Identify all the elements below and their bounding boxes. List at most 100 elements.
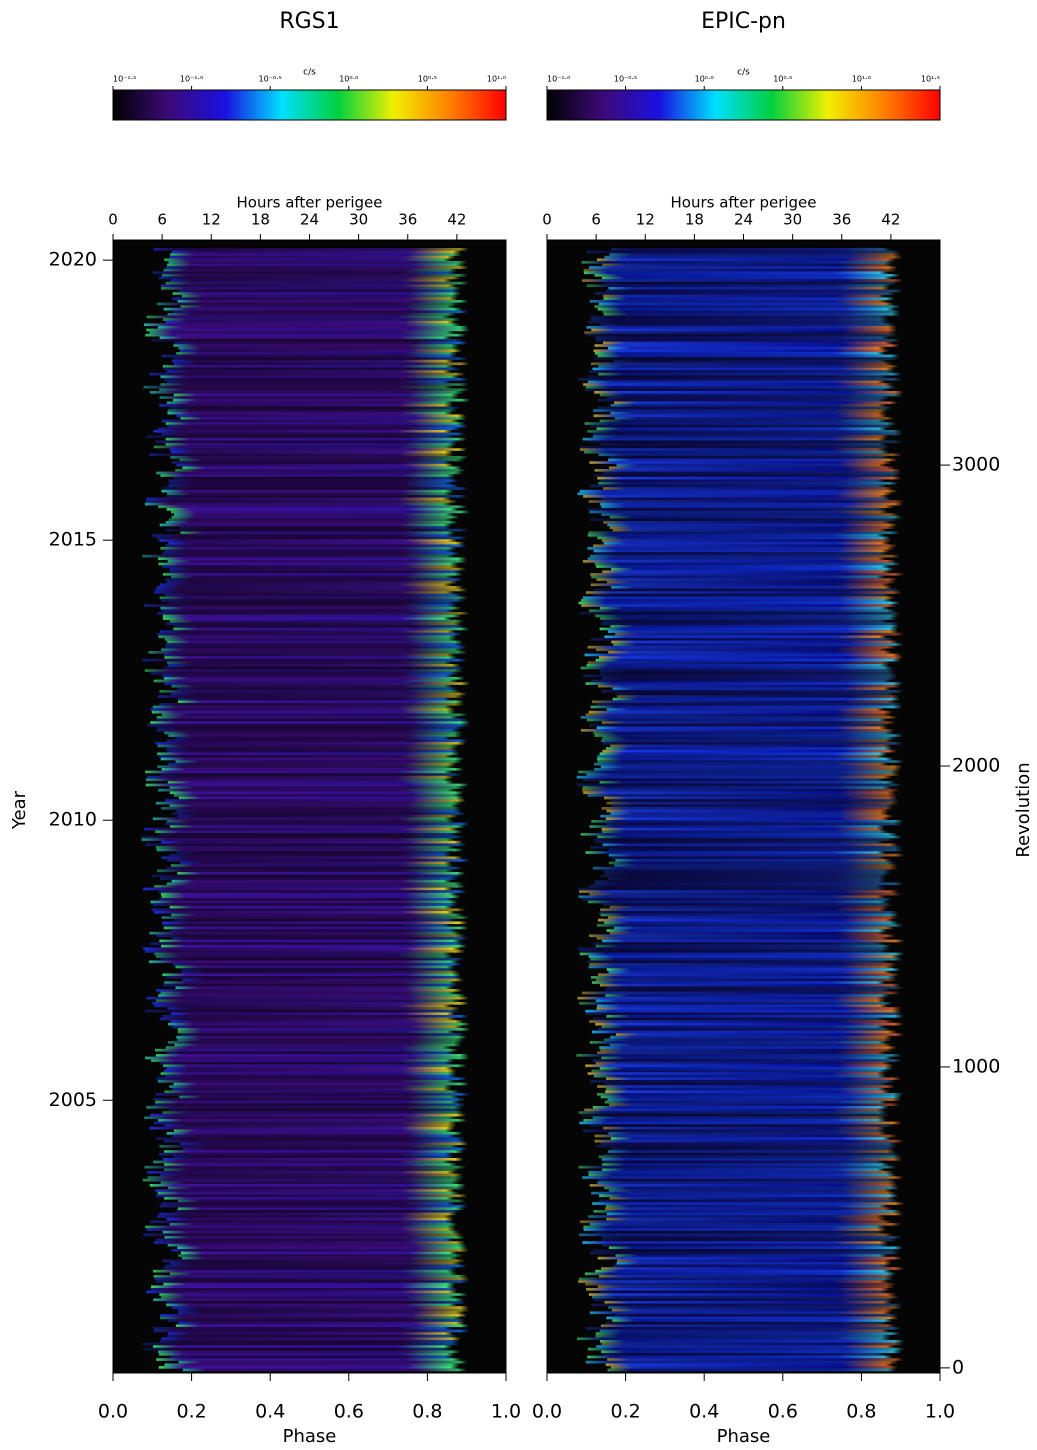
heatmap-row xyxy=(588,885,886,888)
heatmap-row xyxy=(142,1342,461,1346)
heatmap-row xyxy=(582,1241,889,1244)
heatmap-row xyxy=(590,583,891,587)
heatmap-row xyxy=(608,466,896,470)
heatmap-row xyxy=(175,965,455,969)
heatmap-row xyxy=(587,534,886,537)
heatmap-row xyxy=(145,333,467,337)
heatmap-row xyxy=(597,1181,897,1185)
heatmap-row xyxy=(177,697,452,701)
heatmap-row xyxy=(609,1189,893,1192)
heatmap-row xyxy=(612,1319,893,1322)
heatmap-row xyxy=(611,567,895,571)
heatmap-row xyxy=(166,1217,454,1221)
heatmap-row xyxy=(170,1355,454,1359)
heatmap-row xyxy=(167,484,460,488)
colorbar-tick-label: 10⁻⁰·⁵ xyxy=(614,75,637,84)
heatmap-row xyxy=(167,661,453,665)
heatmap-row xyxy=(167,1243,467,1247)
heatmap-row xyxy=(604,921,899,925)
heatmap-row xyxy=(143,385,454,389)
heatmap-row xyxy=(608,456,890,459)
heatmap-row xyxy=(160,1316,463,1320)
heatmap-row xyxy=(589,370,896,373)
heatmap-row xyxy=(615,1254,888,1257)
heatmap-row xyxy=(579,952,905,956)
heatmap-row xyxy=(179,1095,459,1099)
heatmap-row xyxy=(597,1256,903,1260)
heatmap-row xyxy=(167,664,461,667)
heatmap-row xyxy=(602,1236,903,1239)
heatmap-row xyxy=(593,593,892,597)
heatmap-row xyxy=(605,289,904,293)
heatmap-row xyxy=(599,983,901,987)
heatmap-row xyxy=(165,281,470,285)
heatmap-row xyxy=(610,411,887,415)
heatmap-row xyxy=(159,1145,460,1148)
heatmap-row xyxy=(176,463,454,467)
heatmap-row xyxy=(161,892,458,896)
heatmap-row xyxy=(156,716,459,719)
heatmap-row xyxy=(585,1012,904,1016)
heatmap-row xyxy=(160,1314,468,1317)
heatmap-row xyxy=(601,1142,898,1146)
heatmap-row xyxy=(153,248,470,251)
heatmap-row xyxy=(160,957,465,961)
heatmap-row xyxy=(593,357,901,360)
heatmap-row xyxy=(585,682,903,685)
heatmap-row xyxy=(153,1327,453,1330)
heatmap-row xyxy=(587,645,897,649)
heatmap-row xyxy=(582,786,892,789)
heatmap-row xyxy=(585,1327,902,1330)
heatmap-row xyxy=(173,627,470,631)
heatmap-row xyxy=(599,1275,894,1278)
heatmap-row xyxy=(145,783,470,787)
heatmap-row xyxy=(164,549,455,553)
heatmap-row xyxy=(589,266,898,269)
heatmap-row xyxy=(592,1106,889,1109)
y2-tick-label: 0 xyxy=(952,1356,964,1378)
heatmap-row xyxy=(146,315,452,319)
heatmap-row xyxy=(586,1288,891,1291)
heatmap-row xyxy=(582,560,897,563)
heatmap-row xyxy=(603,1160,886,1164)
heatmap-row xyxy=(585,591,903,594)
heatmap-row xyxy=(182,1256,459,1260)
top-tick-label: 18 xyxy=(685,211,704,229)
heatmap-row xyxy=(157,869,455,873)
heatmap-row xyxy=(602,263,893,267)
heatmap-row xyxy=(156,632,463,636)
colorbar-tick-label: 10⁰·⁵ xyxy=(418,75,437,84)
heatmap-row xyxy=(576,775,893,779)
heatmap-row xyxy=(164,645,468,649)
top-tick-label: 0 xyxy=(108,211,118,229)
heatmap-row xyxy=(604,1301,892,1304)
heatmap-row xyxy=(607,396,891,399)
heatmap-row xyxy=(580,612,903,615)
heatmap-row xyxy=(604,1186,900,1190)
heatmap-row xyxy=(163,666,465,670)
heatmap-row xyxy=(170,456,469,459)
y-tick-label: 2020 xyxy=(49,249,97,271)
x-tick-label: 1.0 xyxy=(491,1401,521,1423)
heatmap-row xyxy=(164,1090,460,1094)
heatmap-row xyxy=(592,942,886,945)
heatmap-row xyxy=(161,768,464,771)
heatmap-row xyxy=(584,422,897,425)
heatmap-row xyxy=(168,261,467,264)
heatmap-row xyxy=(596,726,888,730)
heatmap-row xyxy=(607,1358,904,1361)
heatmap-row xyxy=(169,570,462,574)
heatmap-row xyxy=(611,856,887,860)
heatmap-row xyxy=(172,1134,457,1138)
heatmap-row xyxy=(597,398,887,402)
heatmap-row xyxy=(156,1280,470,1283)
heatmap-row xyxy=(599,1340,905,1343)
heatmap-row xyxy=(149,1184,466,1187)
heatmap-row xyxy=(600,814,894,818)
heatmap-row xyxy=(591,679,893,683)
heatmap-row xyxy=(598,1155,903,1159)
heatmap-row xyxy=(595,999,886,1003)
heatmap-row xyxy=(163,1139,467,1143)
heatmap-row xyxy=(167,263,465,267)
